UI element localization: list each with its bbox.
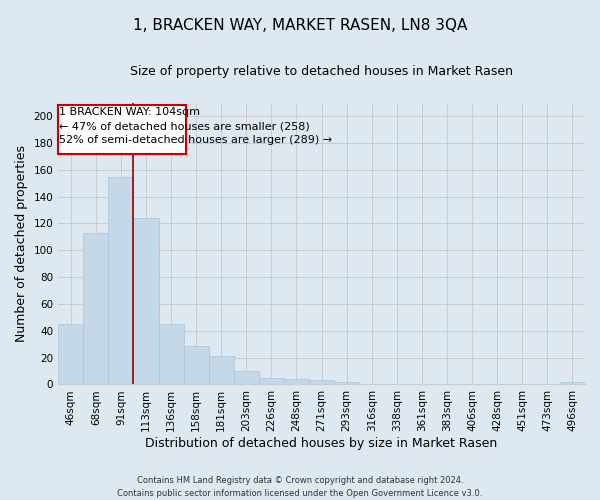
Bar (259, 378, 284, 384)
Bar (284, 379, 309, 384)
Title: Size of property relative to detached houses in Market Rasen: Size of property relative to detached ho… (130, 65, 513, 78)
Text: 1, BRACKEN WAY, MARKET RASEN, LN8 3QA: 1, BRACKEN WAY, MARKET RASEN, LN8 3QA (133, 18, 467, 32)
Bar (309, 380, 334, 384)
Bar (184, 346, 209, 385)
Bar (560, 382, 585, 384)
Bar (109, 176, 133, 384)
X-axis label: Distribution of detached houses by size in Market Rasen: Distribution of detached houses by size … (145, 437, 498, 450)
Text: Contains HM Land Registry data © Crown copyright and database right 2024.
Contai: Contains HM Land Registry data © Crown c… (118, 476, 482, 498)
Bar (158, 324, 184, 384)
Bar (83, 233, 109, 384)
Bar (133, 218, 158, 384)
Bar (334, 382, 359, 384)
Bar (209, 356, 234, 384)
Y-axis label: Number of detached properties: Number of detached properties (15, 145, 28, 342)
Text: 1 BRACKEN WAY: 104sqm
← 47% of detached houses are smaller (258)
52% of semi-det: 1 BRACKEN WAY: 104sqm ← 47% of detached … (59, 108, 332, 146)
Bar (58, 324, 83, 384)
FancyBboxPatch shape (58, 106, 186, 154)
Bar (234, 371, 259, 384)
